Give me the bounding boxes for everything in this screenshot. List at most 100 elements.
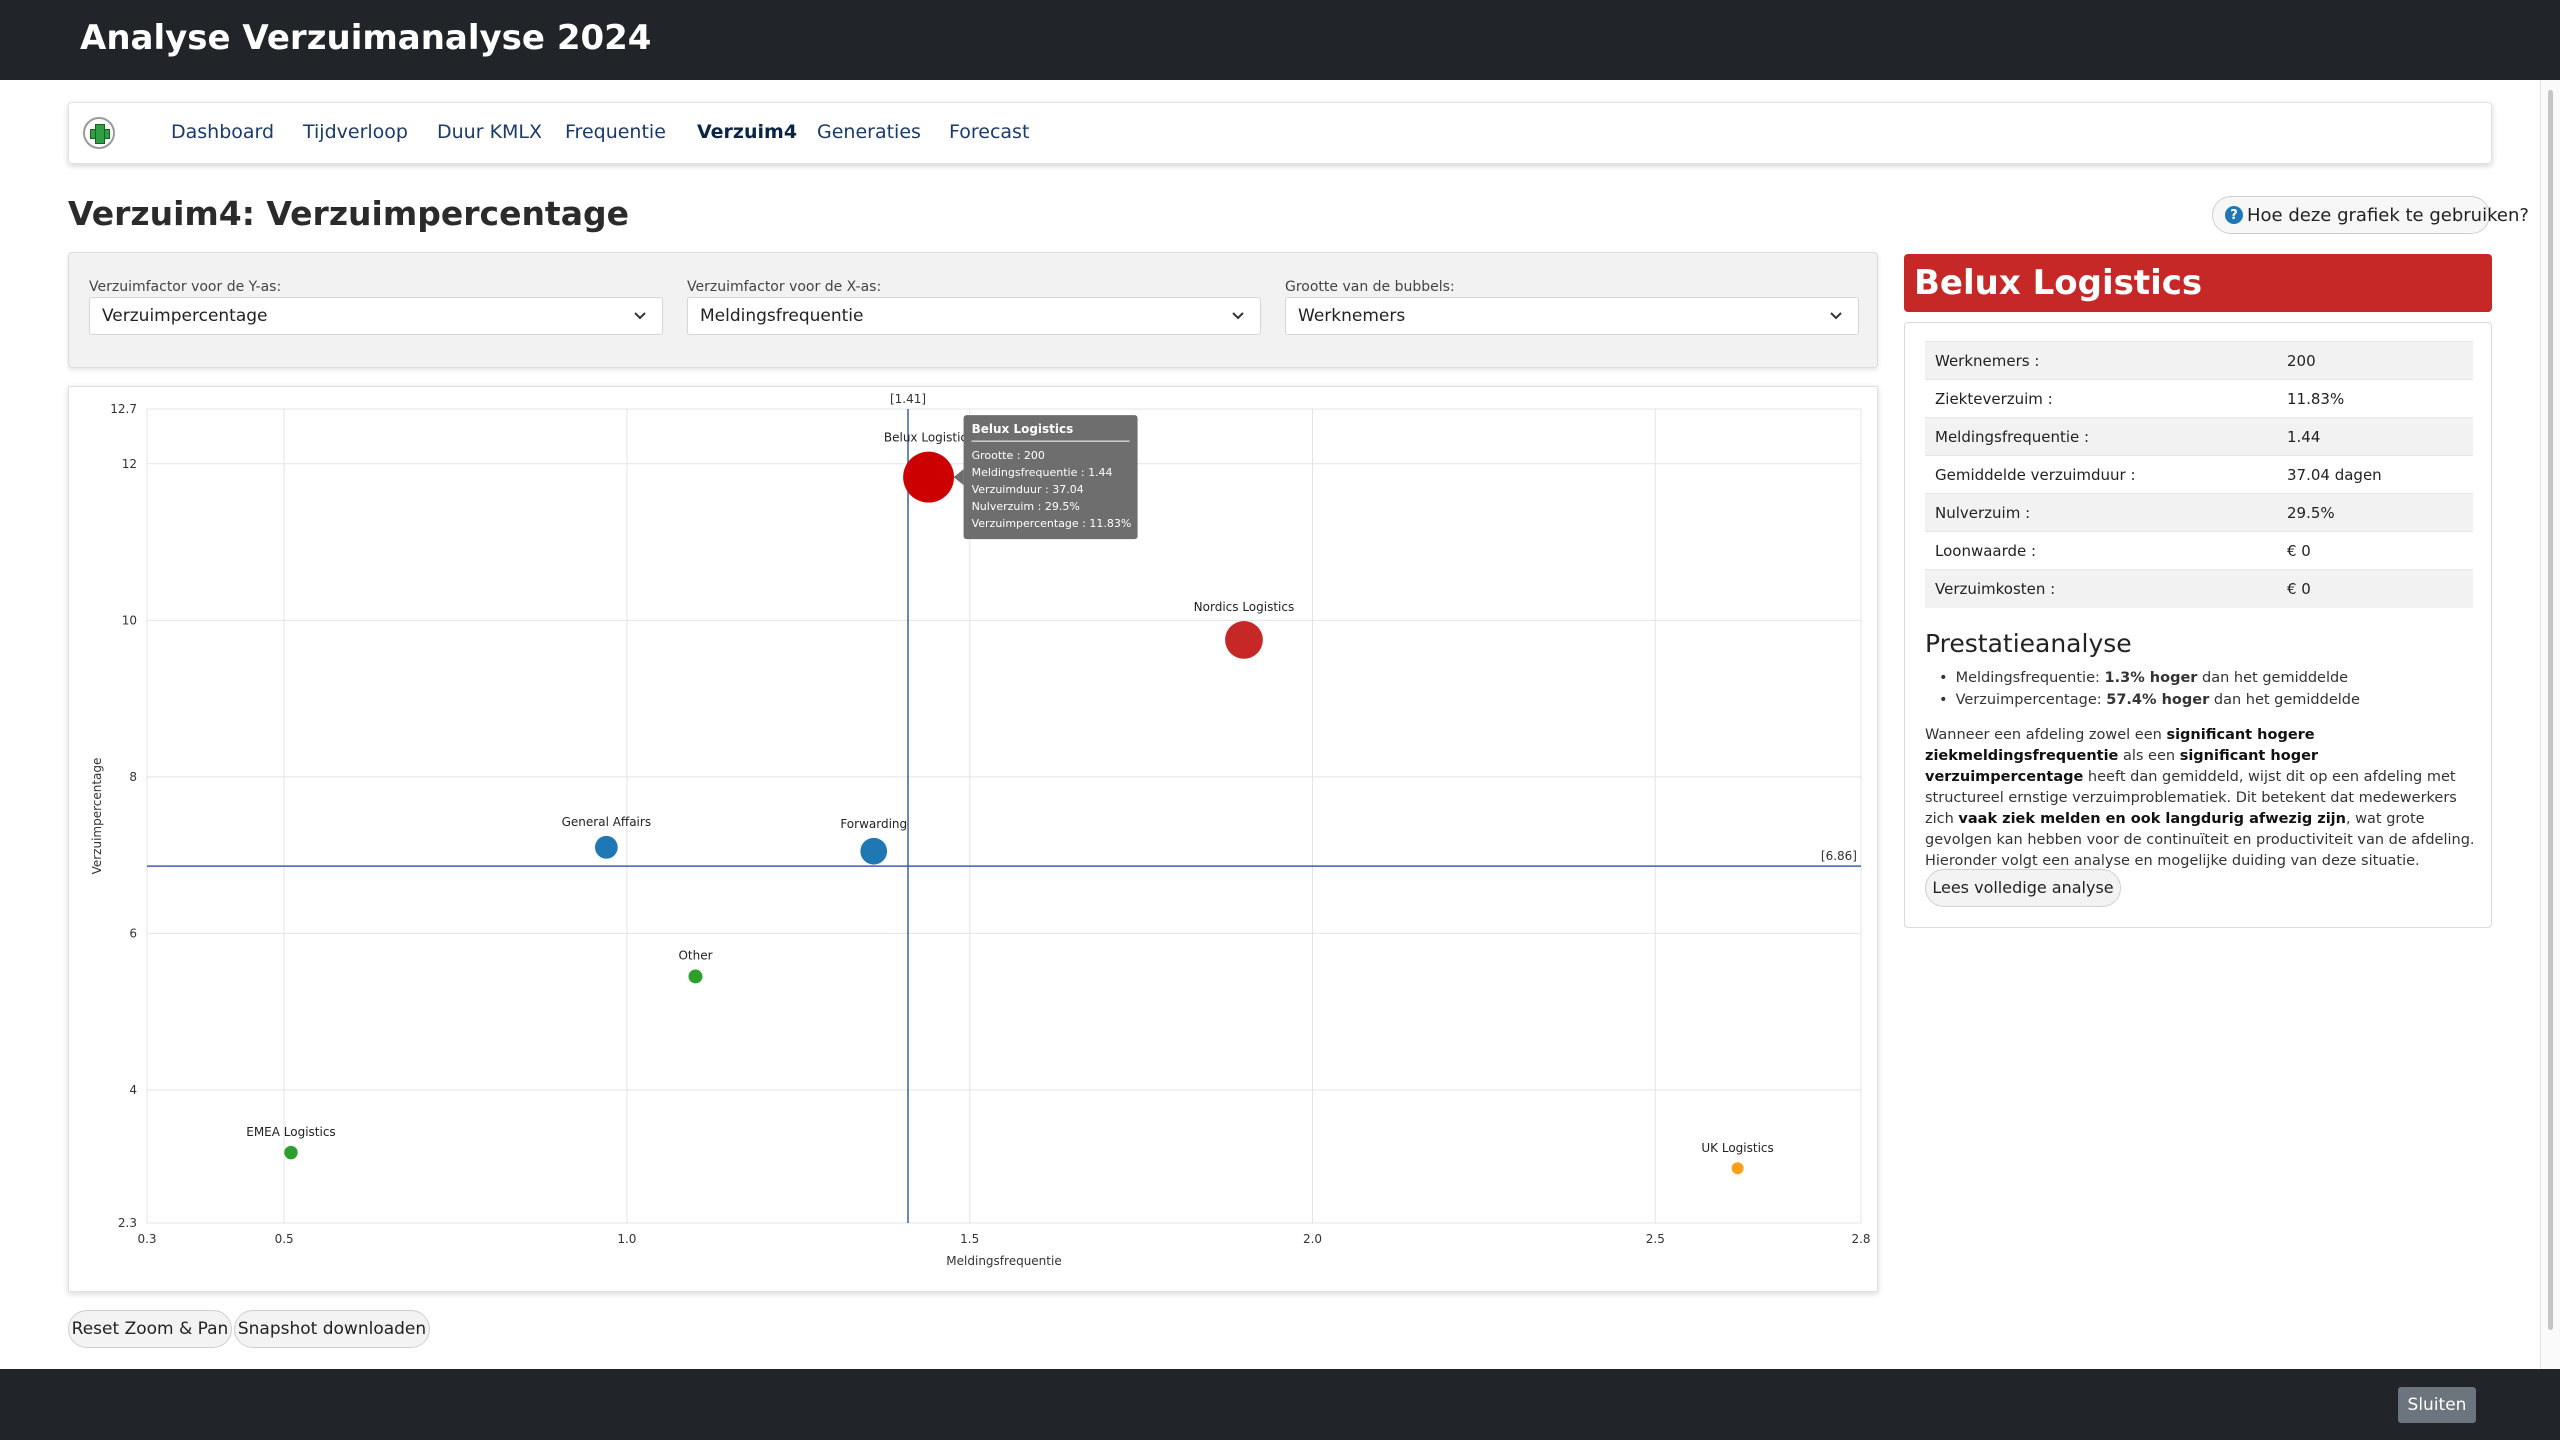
footer: Sluiten [0, 1369, 2560, 1440]
perf-item-highlight: 57.4% hoger [2106, 692, 2210, 708]
list-item: Meldingsfrequentie: 1.3% hoger dan het g… [1939, 667, 2360, 689]
x-tick-label: 2.5 [1646, 1232, 1665, 1246]
app-title: Analyse Verzuimanalyse 2024 [80, 18, 652, 58]
filter-panel: Verzuimfactor voor de Y-as: Verzuimperce… [68, 252, 1878, 368]
chevron-down-icon [1830, 312, 1842, 320]
text-part: als een [2118, 748, 2180, 764]
nav-verzuim4[interactable]: Verzuim4 [697, 121, 798, 143]
read-full-analysis-button[interactable]: Lees volledige analyse [1925, 869, 2121, 907]
y-tick-label: 10 [122, 613, 137, 627]
metric-value: 11.83% [2273, 379, 2473, 418]
metric-label: Verzuimkosten : [1925, 569, 2273, 608]
metric-label: Werknemers : [1925, 341, 2273, 380]
tooltip-line: Verzuimduur : 37.04 [972, 483, 1084, 496]
y-axis-select[interactable]: Verzuimpercentage [89, 297, 663, 335]
bubble [688, 969, 703, 984]
bubble-chart[interactable]: 0.3 0.5 1.0 1.5 2.0 2.5 2.8 2.3 4 6 8 10 12 12.7 Meldi… [69, 387, 1879, 1293]
performance-title: Prestatieanalyse [1925, 629, 2132, 658]
y-tick-label: 12 [122, 457, 137, 471]
nav-dashboard[interactable]: Dashboard [171, 121, 275, 143]
tooltip-line: Verzuimpercentage : 11.83% [972, 517, 1132, 530]
bubble-label: UK Logistics [1701, 1141, 1773, 1155]
metric-value: € 0 [2273, 569, 2473, 608]
reset-zoom-button[interactable]: Reset Zoom & Pan [68, 1310, 232, 1348]
table-row: Ziekteverzuim :11.83% [1925, 379, 2473, 418]
x-tick-label: 0.3 [137, 1232, 156, 1246]
y-tick-label: 6 [129, 926, 137, 940]
metric-value: € 0 [2273, 531, 2473, 570]
table-row: Loonwaarde : € 0 [1925, 531, 2473, 570]
tooltip-line: Grootte : 200 [972, 449, 1045, 462]
nav-generaties[interactable]: Generaties [817, 121, 921, 143]
metric-value: 29.5% [2273, 493, 2473, 532]
bubble-label: Belux Logistics [884, 431, 973, 445]
nav-duur-kmlx[interactable]: Duur KMLX [437, 121, 543, 143]
bubble-size-select-value: Werknemers [1298, 306, 1406, 326]
tooltip-pointer [953, 469, 964, 486]
help-button[interactable]: ? Hoe deze grafiek te gebruiken? [2212, 196, 2529, 234]
bubble-size-label: Grootte van de bubbels: [1285, 279, 1455, 295]
x-tick-label: 2.0 [1303, 1232, 1322, 1246]
metric-value: 1.44 [2273, 417, 2473, 456]
text-part: , wat grote gevolgen kan hebben voor de … [1925, 811, 2475, 869]
y-axis-label: Verzuimfactor voor de Y-as: [89, 279, 282, 295]
y-tick-label: 2.3 [118, 1216, 137, 1230]
bubble [903, 451, 955, 503]
page-title: Verzuim4: Verzuimpercentage [68, 194, 629, 233]
y-axis-title: Verzuimpercentage [90, 758, 104, 875]
reference-label-x: [1.41] [890, 392, 926, 406]
scrollbar-thumb[interactable] [2548, 90, 2553, 1330]
analysis-paragraph: Wanneer een afdeling zowel een significa… [1925, 725, 2477, 872]
tooltip-line: Nulverzuim : 29.5% [972, 500, 1080, 513]
department-details-card: Werknemers :200 Ziekteverzuim :11.83% Me… [1904, 322, 2492, 928]
app-header: Analyse Verzuimanalyse 2024 [0, 0, 2560, 80]
metric-label: Gemiddelde verzuimduur : [1925, 455, 2273, 494]
x-axis-title: Meldingsfrequentie [946, 1254, 1061, 1268]
question-icon: ? [2225, 206, 2243, 224]
nav-tijdverloop[interactable]: Tijdverloop [303, 121, 408, 143]
text-highlight: vaak ziek melden en ook langdurig afwezi… [1958, 811, 2346, 827]
table-row: Meldingsfrequentie :1.44 [1925, 417, 2473, 456]
chevron-down-icon [1232, 312, 1244, 320]
page-scrollbar[interactable] [2540, 80, 2560, 1369]
metric-value: 37.04 dagen [2273, 455, 2473, 494]
perf-item-suffix: dan het gemiddelde [2209, 692, 2360, 708]
nav-frequentie[interactable]: Frequentie [565, 121, 666, 143]
table-row: Verzuimkosten : € 0 [1925, 569, 2473, 608]
close-button[interactable]: Sluiten [2398, 1387, 2476, 1423]
metric-label: Nulverzuim : [1925, 493, 2273, 532]
navbar: Dashboard Tijdverloop Duur KMLX Frequent… [68, 102, 2492, 164]
bubble-label: General Affairs [562, 815, 651, 829]
x-tick-label: 0.5 [275, 1232, 294, 1246]
text-part: heeft dan gemiddeld, wijst dit op een af… [1925, 769, 2457, 827]
metric-label: Meldingsfrequentie : [1925, 417, 2273, 456]
perf-item-prefix: Meldingsfrequentie: [1955, 670, 2105, 686]
bubble [284, 1145, 298, 1160]
bubble [1731, 1162, 1744, 1175]
x-tick-label: 1.5 [960, 1232, 979, 1246]
perf-item-prefix: Verzuimpercentage: [1955, 692, 2107, 708]
metric-value: 200 [2273, 341, 2473, 380]
cross-logo-icon[interactable] [83, 117, 115, 149]
y-axis-select-value: Verzuimpercentage [102, 306, 268, 326]
metrics-table: Werknemers :200 Ziekteverzuim :11.83% Me… [1925, 341, 2473, 608]
department-title: Belux Logistics [1904, 254, 2492, 312]
performance-list: Meldingsfrequentie: 1.3% hoger dan het g… [1939, 667, 2360, 711]
text-part: Wanneer een afdeling zowel een [1925, 727, 2167, 743]
snapshot-download-button[interactable]: Snapshot downloaden [234, 1310, 430, 1348]
x-axis-select[interactable]: Meldingsfrequentie [687, 297, 1261, 335]
table-row: Gemiddelde verzuimduur :37.04 dagen [1925, 455, 2473, 494]
y-tick-label: 12.7 [110, 402, 137, 416]
bubble-label: Nordics Logistics [1194, 600, 1295, 614]
tooltip-box [963, 415, 1138, 540]
x-axis-label: Verzuimfactor voor de X-as: [687, 279, 882, 295]
help-button-label: Hoe deze grafiek te gebruiken? [2247, 204, 2529, 226]
nav-forecast[interactable]: Forecast [949, 121, 1030, 143]
bubble-label: Forwarding [840, 817, 907, 831]
bubble-label: EMEA Logistics [246, 1125, 335, 1139]
bubble [594, 835, 618, 859]
bubble [1225, 621, 1263, 659]
bubble-size-select[interactable]: Werknemers [1285, 297, 1859, 335]
metric-label: Ziekteverzuim : [1925, 379, 2273, 418]
chevron-down-icon [634, 312, 646, 320]
